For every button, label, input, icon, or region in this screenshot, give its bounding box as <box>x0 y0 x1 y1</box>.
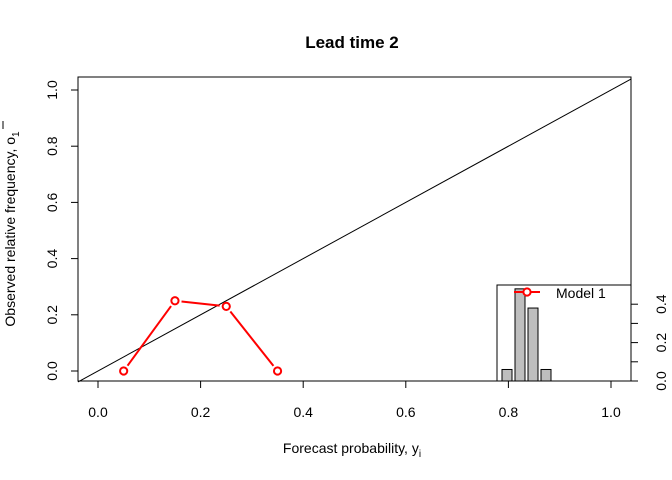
inset-histogram: 0.0 0.2 0.4 <box>496 284 669 391</box>
y-tick-label: 0.2 <box>44 305 60 325</box>
x-tick-label: 0.6 <box>396 404 416 420</box>
plot-frame <box>77 76 632 382</box>
inset-tick-label: 0.4 <box>653 294 669 314</box>
series-point <box>221 301 231 311</box>
legend-marker <box>522 287 532 297</box>
inset-tick-label: 0.0 <box>653 371 669 391</box>
x-tick-label: 0.8 <box>499 404 519 420</box>
x-tick-label: 1.0 <box>601 404 621 420</box>
y-tick-label: 0.4 <box>44 249 60 269</box>
series-point <box>119 366 129 376</box>
x-tick-label: 0.2 <box>191 404 211 420</box>
legend: Model 1 <box>514 285 606 301</box>
inset-bar <box>527 307 539 382</box>
y-tick-label: 0.6 <box>44 192 60 212</box>
inset-tick-label: 0.2 <box>653 333 669 353</box>
y-tick-label: 1.0 <box>44 80 60 100</box>
x-axis-title: Forecast probability, yi <box>283 440 421 460</box>
inset-bar <box>514 288 526 382</box>
series-point <box>272 366 283 376</box>
chart-title: Lead time 2 <box>305 33 399 52</box>
inset-bar <box>540 368 552 382</box>
series-layer <box>119 296 283 376</box>
inset-bars <box>501 288 552 382</box>
y-axis-title: Observed relative frequency, o1 <box>2 131 22 327</box>
x-tick-label: 0.0 <box>88 404 108 420</box>
reference-diagonal <box>77 78 632 383</box>
series-point <box>170 296 180 306</box>
y-tick-label: 0.0 <box>44 361 60 381</box>
series-segment <box>181 300 220 307</box>
y-axis: 0.0 0.2 0.4 0.6 0.8 1.0 <box>44 80 79 381</box>
legend-label: Model 1 <box>556 285 606 301</box>
x-axis: 0.0 0.2 0.4 0.6 0.8 1.0 <box>88 380 621 420</box>
inset-bar <box>501 368 513 382</box>
y-tick-label: 0.8 <box>44 136 60 156</box>
inset-y-axis: 0.0 0.2 0.4 <box>630 294 669 391</box>
series-segment <box>126 305 172 367</box>
x-tick-label: 0.4 <box>293 404 313 420</box>
series-segment <box>229 310 275 367</box>
